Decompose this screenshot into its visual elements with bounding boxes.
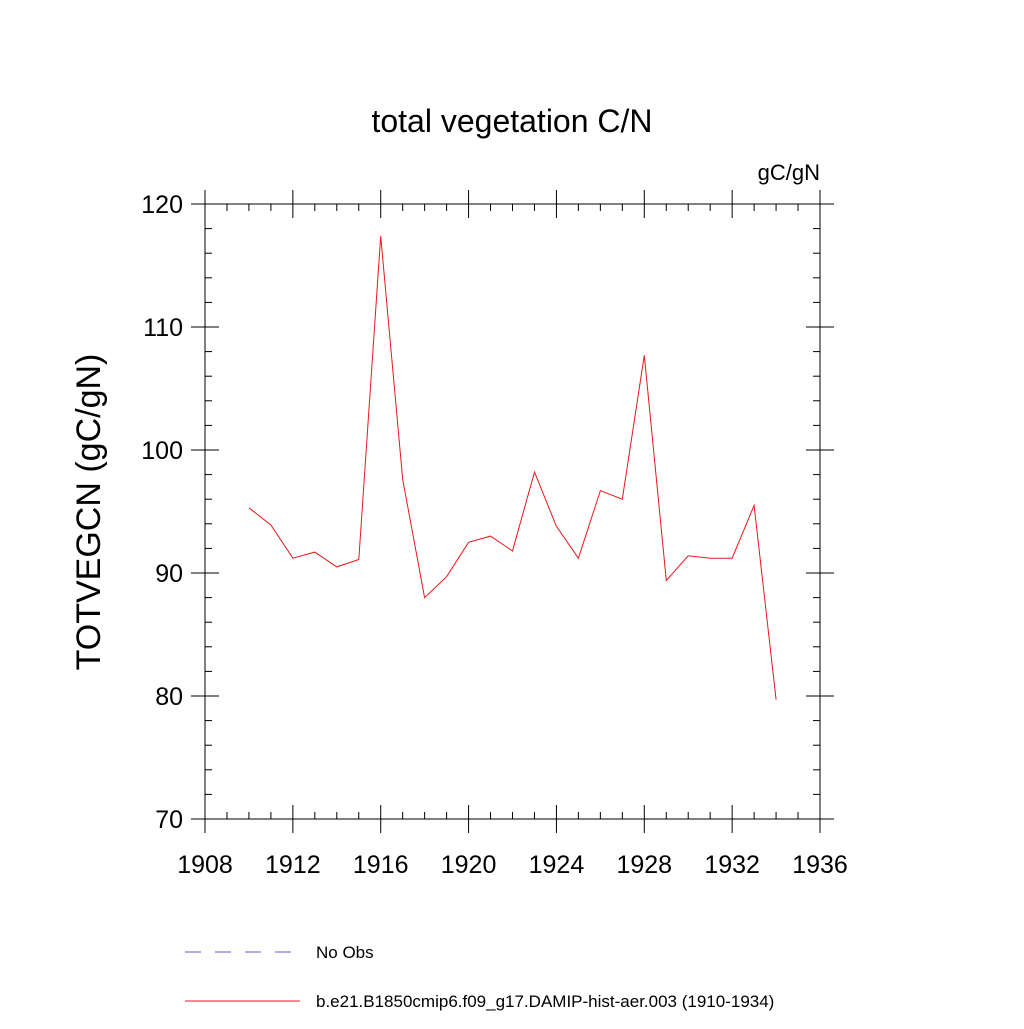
y-tick-label: 70 (155, 806, 183, 834)
series-line (248, 235, 777, 700)
x-tick-label: 1908 (177, 851, 233, 879)
plot-frame (204, 203, 821, 820)
chart-title: total vegetation C/N (371, 103, 652, 139)
legend: No Obs b.e21.B1850cmip6.f09_g17.DAMIP-his… (185, 943, 774, 1011)
x-tick-label: 1932 (704, 851, 760, 879)
y-tick-label: 120 (141, 191, 183, 219)
series-lines (248, 235, 777, 700)
x-tick-label: 1936 (792, 851, 848, 879)
y-tick-label: 110 (143, 314, 183, 342)
y-tick-label: 100 (141, 437, 183, 465)
x-tick-label: 1912 (265, 851, 321, 879)
y-axis-label: TOTVEGCN (gC/gN) (70, 354, 108, 671)
x-tick-label: 1916 (353, 851, 409, 879)
x-tick-label: 1920 (441, 851, 497, 879)
y-tick-label: 80 (155, 683, 183, 711)
tick-labels: 1908 1912 1916 1920 1924 1928 1932 1936 70 80 90 10… (141, 191, 848, 879)
y-tick-label: 90 (155, 560, 183, 588)
x-tick-label: 1924 (529, 851, 585, 879)
legend-label: b.e21.B1850cmip6.f09_g17.DAMIP-hist-aer.… (316, 992, 774, 1011)
x-tick-label: 1928 (616, 851, 672, 879)
units-label: gC/gN (758, 160, 820, 185)
legend-label: No Obs (316, 943, 374, 962)
axis-ticks (191, 190, 834, 833)
